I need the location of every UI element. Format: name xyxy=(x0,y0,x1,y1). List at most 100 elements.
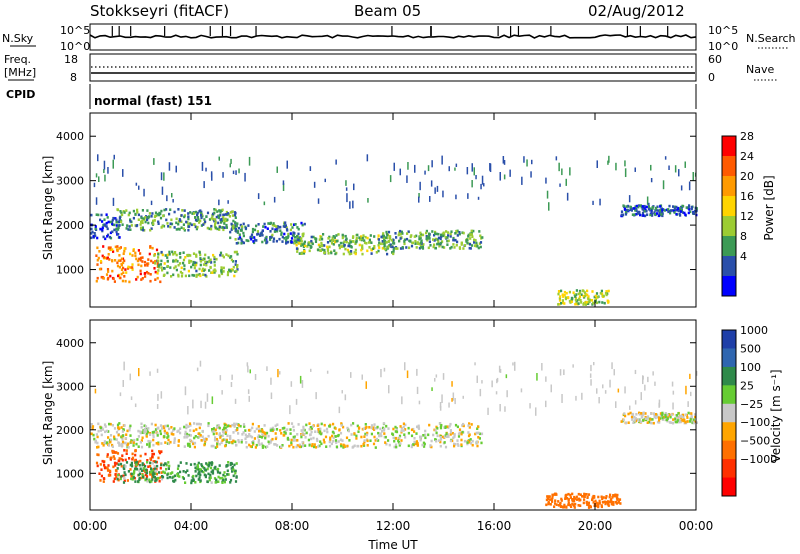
scatter-point xyxy=(642,413,645,416)
scatter-point xyxy=(236,264,239,267)
scatter-point xyxy=(606,299,609,303)
scatter-point xyxy=(567,501,570,505)
scatter-point xyxy=(199,253,202,257)
scatter-point xyxy=(170,218,173,222)
scatter-point xyxy=(150,422,153,426)
scatter-point xyxy=(351,446,354,449)
scatter-point xyxy=(675,420,678,423)
scatter-point xyxy=(112,451,115,454)
scatter-point xyxy=(161,224,164,228)
nave-tick-high: 60 xyxy=(708,53,722,66)
scatter-point xyxy=(199,473,202,477)
scatter-point xyxy=(372,442,376,446)
scatter-point xyxy=(292,429,295,432)
scatter-point xyxy=(295,445,298,449)
scatter-speck xyxy=(471,180,473,188)
scatter-point xyxy=(460,438,463,442)
scatter-point xyxy=(416,242,419,245)
scatter-point xyxy=(419,436,422,440)
scatter-point xyxy=(132,441,135,444)
scatter-point xyxy=(183,267,186,271)
scatter-point xyxy=(337,233,340,236)
scatter-point xyxy=(229,478,233,482)
scatter-speck xyxy=(471,163,473,172)
scatter-point xyxy=(547,497,550,501)
scatter-point xyxy=(101,459,104,463)
scatter-point xyxy=(115,475,118,479)
scatter-point xyxy=(195,253,198,257)
scatter-point xyxy=(113,228,116,232)
scatter-point xyxy=(129,252,132,256)
scatter-point xyxy=(166,256,169,259)
noise-left-tick-high: 10^5 xyxy=(60,24,90,37)
scatter-point xyxy=(237,237,240,241)
scatter-point xyxy=(149,440,152,443)
scatter-point xyxy=(545,498,548,502)
scatter-point xyxy=(448,424,451,428)
scatter-speck xyxy=(345,180,347,186)
scatter-point xyxy=(257,223,260,226)
scatter-point xyxy=(160,250,163,254)
scatter-point xyxy=(336,434,339,438)
colorbar-segment xyxy=(722,348,736,368)
scatter-speck xyxy=(624,160,626,167)
scatter-point xyxy=(214,222,217,226)
scatter-point xyxy=(269,236,272,239)
scatter-speck xyxy=(647,376,649,383)
scatter-point xyxy=(198,273,201,276)
scatter-point xyxy=(372,247,375,250)
scatter-speck xyxy=(559,183,561,187)
scatter-point xyxy=(460,443,463,446)
scatter-point xyxy=(431,230,434,233)
scatter-point xyxy=(152,435,155,439)
scatter-point xyxy=(374,446,377,449)
scatter-point xyxy=(386,252,389,256)
scatter-point xyxy=(154,430,157,433)
scatter-point xyxy=(575,301,578,304)
scatter-point xyxy=(131,452,134,456)
scatter-point xyxy=(344,234,347,238)
scatter-point xyxy=(90,232,93,235)
scatter-point xyxy=(129,220,132,223)
scatter-point xyxy=(427,433,430,437)
scatter-point xyxy=(660,213,663,216)
scatter-point xyxy=(591,496,594,499)
scatter-point xyxy=(332,436,335,440)
scatter-point xyxy=(154,262,157,265)
scatter-point xyxy=(197,218,200,221)
scatter-point xyxy=(119,220,123,224)
freq-panel-frame xyxy=(89,53,697,82)
scatter-point xyxy=(208,218,212,221)
scatter-point xyxy=(154,467,157,471)
scatter-point xyxy=(163,471,166,474)
scatter-speck xyxy=(608,155,610,163)
scatter-point xyxy=(233,250,236,254)
scatter-point xyxy=(410,244,414,248)
scatter-point xyxy=(102,444,105,447)
scatter-point xyxy=(107,474,110,477)
scatter-point xyxy=(197,468,200,471)
scatter-point xyxy=(569,496,572,499)
scatter-point xyxy=(392,252,395,256)
scatter-point xyxy=(311,444,314,448)
scatter-point xyxy=(449,422,452,426)
scatter-point xyxy=(95,254,98,257)
scatter-point xyxy=(233,463,236,467)
scatter-point xyxy=(301,444,304,448)
scatter-point xyxy=(338,244,341,247)
velocity-ylabel: Slant Range [km] xyxy=(41,361,55,465)
scatter-point xyxy=(175,258,178,262)
scatter-point xyxy=(343,445,346,448)
scatter-point xyxy=(600,505,603,509)
scatter-point xyxy=(416,425,419,429)
scatter-speck xyxy=(206,393,209,402)
scatter-point xyxy=(402,429,405,432)
scatter-point xyxy=(440,241,443,245)
scatter-point xyxy=(235,225,238,228)
scatter-point xyxy=(401,246,404,249)
scatter-point xyxy=(590,299,594,302)
scatter-point xyxy=(183,214,186,217)
scatter-point xyxy=(624,414,627,418)
scatter-point xyxy=(353,251,356,254)
